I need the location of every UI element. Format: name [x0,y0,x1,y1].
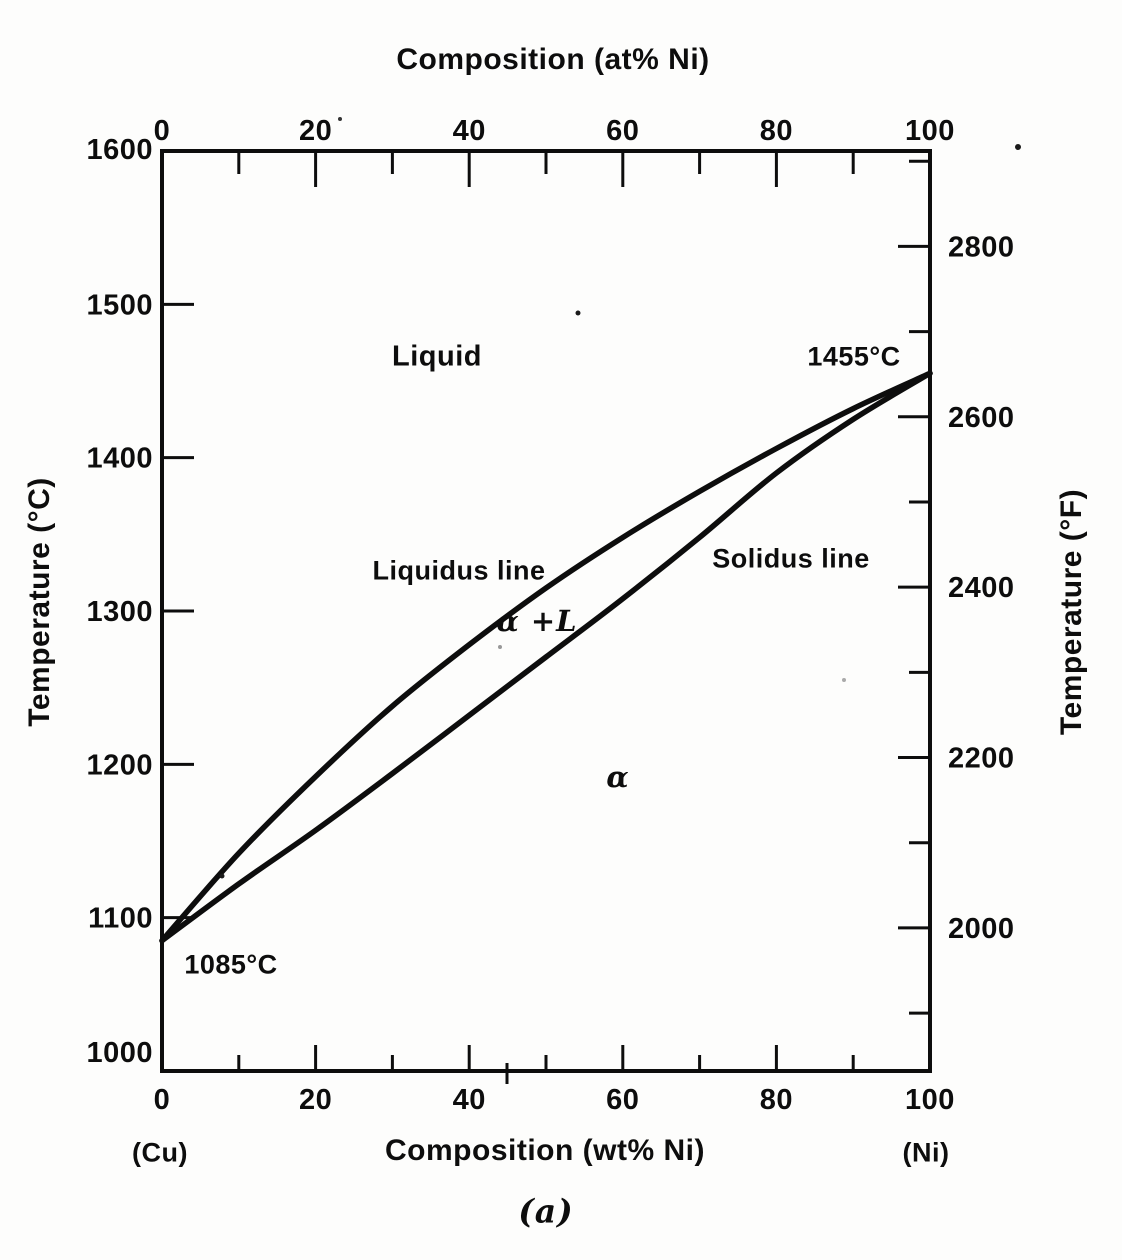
alpha-plus-liquid-region-label: α +L [496,604,578,638]
liquidus-line-label: Liquidus line [372,555,546,586]
scan-artifact-dot [498,645,502,649]
scan-artifact-dot [1015,144,1021,150]
left-axis-tick-label: 1600 [86,134,153,166]
liquidus-curve [159,370,933,944]
scan-artifact-dot [575,310,581,316]
scan-artifact-dot [842,678,846,682]
bottom-axis-tick-label: 40 [453,1084,486,1116]
right-axis-tick-label: 2600 [948,402,1015,434]
cu-melting-point-label: 1085°C [184,949,278,980]
ni-melting-point-label: 1455°C [807,341,901,372]
left-axis-tick-label: 1500 [86,289,153,321]
top-axis-tick-label: 0 [154,115,171,147]
cu-end-label: (Cu) [132,1137,188,1168]
bottom-axis-tick-label: 100 [905,1084,955,1116]
right-axis-tick-label: 2400 [948,572,1015,604]
left-axis-title: Temperature (°C) [23,477,56,727]
liquid-region-label: Liquid [392,340,482,373]
top-axis-title: Composition (at% Ni) [396,43,710,76]
bottom-axis-tick-label: 80 [760,1084,793,1116]
scan-artifact-dot [219,873,225,879]
right-axis-title: Temperature (°F) [1055,488,1088,736]
left-axis-tick-label: 1400 [86,443,153,475]
left-axis-tick-label: 1300 [86,596,153,628]
left-axis-tick-label: 1100 [88,903,153,935]
subfigure-caption: (a) [518,1191,574,1231]
solidus-line-label: Solidus line [712,543,870,574]
right-axis-tick-label: 2000 [948,913,1015,945]
ni-end-label: (Ni) [902,1137,950,1168]
left-axis-tick-label: 1000 [86,1037,153,1069]
solidus-curve [159,370,933,944]
scan-artifact-dot [338,117,342,121]
right-axis-tick-label: 2800 [948,231,1015,263]
alpha-region-label: α [606,760,630,794]
bottom-axis-tick-label: 0 [154,1084,171,1116]
right-axis-tick-label: 2200 [948,743,1015,775]
top-axis-tick-label: 40 [453,115,486,147]
left-axis-tick-label: 1200 [86,749,153,781]
top-axis-tick-label: 60 [606,115,639,147]
top-axis-tick-label: 100 [905,115,955,147]
top-axis-tick-label: 20 [299,115,332,147]
bottom-axis-title: Composition (wt% Ni) [385,1134,705,1167]
bottom-axis-tick-label: 60 [606,1084,639,1116]
top-axis-tick-label: 80 [760,115,793,147]
axes-box [160,149,932,1073]
bottom-axis-tick-label: 20 [299,1084,332,1116]
